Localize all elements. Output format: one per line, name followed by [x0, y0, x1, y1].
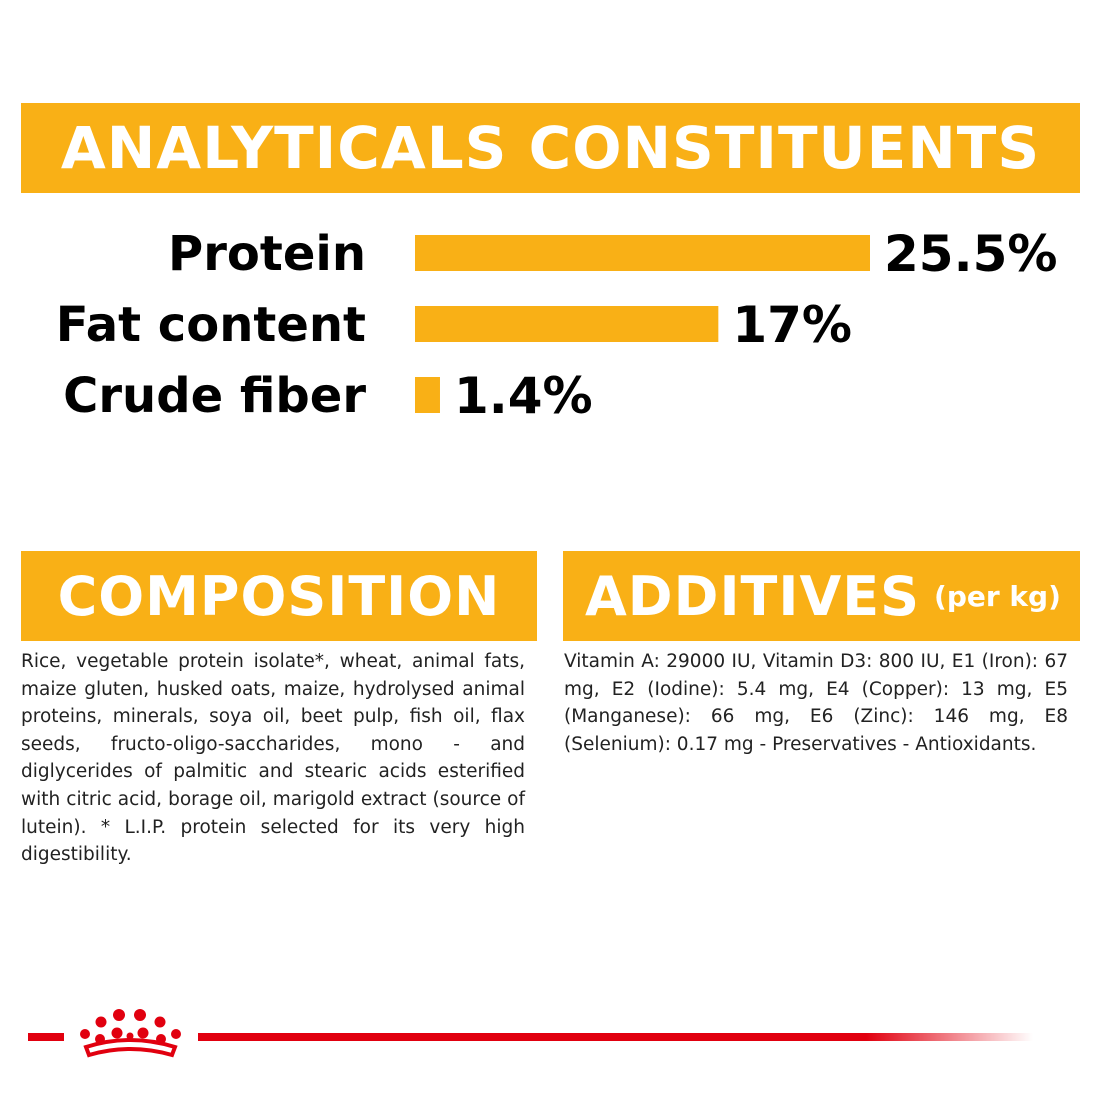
analytical-constituents-title: ANALYTICALS CONSTITUENTS — [60, 114, 1041, 182]
category-label: Fat content — [56, 297, 366, 353]
additives-text: Vitamin A: 29000 IU, Vitamin D3: 800 IU,… — [564, 651, 1068, 755]
analytical-constituents-banner: ANALYTICALS CONSTITUENTS — [21, 103, 1080, 193]
bar — [415, 235, 870, 271]
additives-title: ADDITIVES — [585, 564, 921, 628]
category-label: Protein — [168, 226, 366, 282]
category-label: Crude fiber — [63, 368, 366, 424]
value-label: 25.5% — [884, 225, 1057, 283]
composition-title: COMPOSITION — [57, 564, 501, 628]
additives-banner: ADDITIVES (per kg) — [563, 551, 1080, 641]
bar — [415, 306, 719, 342]
value-label: 17% — [732, 296, 852, 354]
bar — [415, 377, 440, 413]
royal-crown-icon — [80, 1009, 181, 1058]
additives-subtitle: (per kg) — [934, 579, 1061, 613]
analytical-bar-chart: Protein 25.5% Fat content 17% Crude fiber 1.4… — [56, 225, 1058, 425]
footer-line-right — [198, 1033, 1033, 1041]
value-label: 1.4% — [454, 367, 593, 425]
footer-line-left — [28, 1033, 64, 1041]
composition-banner: COMPOSITION — [21, 551, 537, 641]
composition-text: Rice, vegetable protein isolate*, wheat,… — [21, 651, 525, 866]
